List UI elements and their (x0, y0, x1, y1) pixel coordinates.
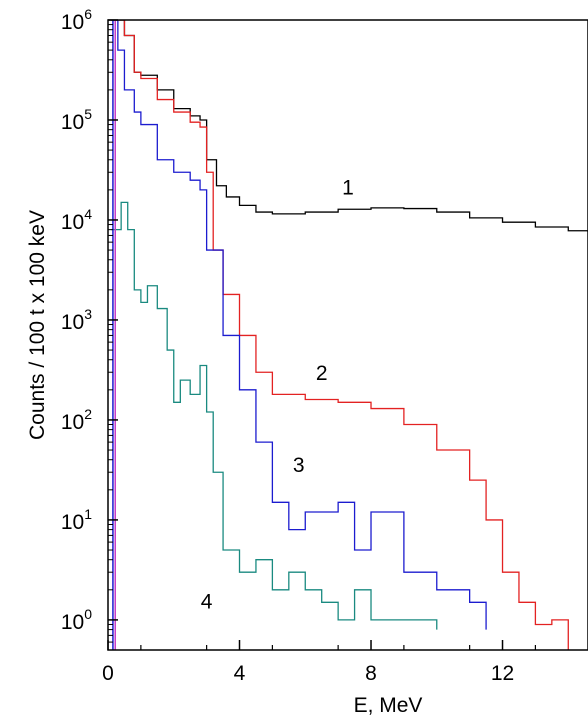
y-tick-label: 106 (61, 6, 92, 34)
series-1-line (111, 20, 588, 232)
y-tick-label: 102 (61, 406, 92, 434)
curve-labels: 1 2 3 4 (201, 176, 354, 613)
x-tick-label: 0 (102, 662, 114, 685)
curve-label-1: 1 (342, 176, 354, 199)
y-tick-label: 100 (61, 606, 92, 634)
y-tick-label: 103 (61, 306, 92, 334)
vertical-lines-layer (112, 20, 116, 650)
curves-layer (111, 20, 588, 650)
x-tick-label: 8 (365, 662, 377, 685)
y-axis: 100 101 102 103 104 105 106 (61, 6, 118, 651)
x-axis: 0 4 8 12 (102, 640, 536, 685)
y-tick-label: 104 (61, 206, 92, 234)
x-tick-label: 4 (234, 662, 246, 685)
curve-label-2: 2 (316, 362, 328, 385)
series-2-line (111, 20, 569, 650)
series-3-line (111, 20, 487, 630)
y-tick-label: 105 (61, 106, 92, 134)
curve-label-3: 3 (293, 454, 305, 477)
x-tick-label: 12 (491, 662, 514, 685)
y-tick-label: 101 (61, 506, 92, 534)
x-axis-title: E, MeV (354, 694, 423, 717)
curve-label-4: 4 (201, 591, 213, 614)
y-axis-title: Counts / 100 t x 100 keV (26, 210, 49, 440)
series-4-line (111, 201, 438, 630)
plot-frame (107, 19, 588, 651)
